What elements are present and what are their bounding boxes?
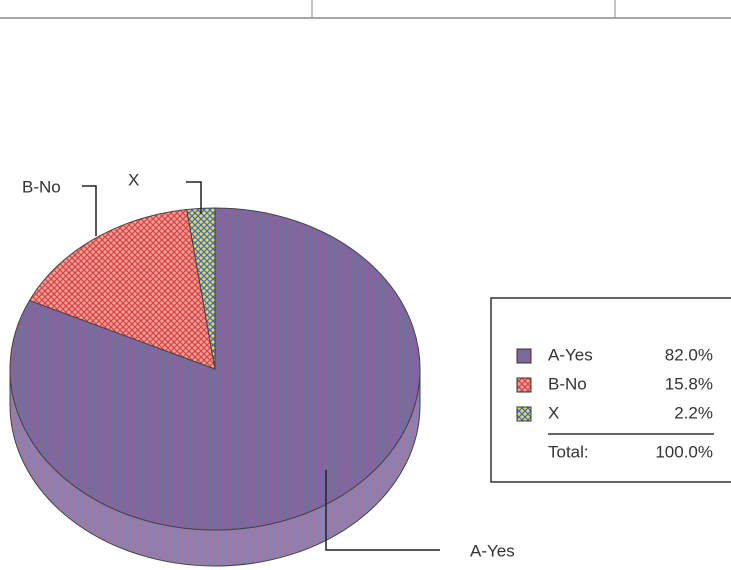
table-edge [0, 0, 731, 19]
legend-value: 82.0% [665, 345, 713, 364]
legend-total: 100.0% [655, 442, 713, 461]
legend-swatch [516, 377, 532, 393]
legend: Total: 100.0% A-Yes 82.0% B-No 15.8% X 2.2% [490, 297, 731, 483]
legend-swatch [516, 348, 532, 364]
legend-value: 2.2% [674, 403, 713, 422]
legend-swatch [516, 406, 532, 422]
legend-total-label: Total: [548, 442, 589, 461]
legend-label: A-Yes [548, 345, 593, 364]
legend-label: B-No [548, 374, 587, 393]
legend-label: X [548, 403, 559, 422]
legend-value: 15.8% [665, 374, 713, 393]
slice-label: X [128, 170, 139, 189]
slice-label: B-No [22, 177, 61, 196]
slice-label: A-Yes [470, 541, 515, 560]
leader-lines [82, 181, 440, 551]
pie-slice [28, 208, 216, 370]
pie [9, 207, 421, 567]
